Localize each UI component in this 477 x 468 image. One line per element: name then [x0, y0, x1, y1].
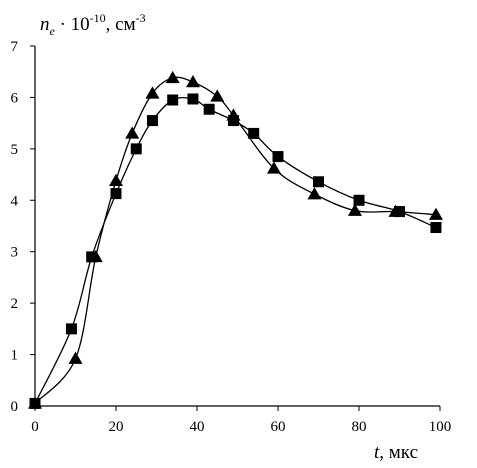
y-tick-label: 2 — [11, 296, 19, 312]
x-ticks: 0 20 40 60 80 100 — [31, 406, 451, 435]
series-1-triangle-point — [145, 86, 160, 99]
plot-area: 0 20 40 60 80 100 0 1 2 3 4 5 6 7 — [11, 39, 452, 435]
series-2-square-point — [187, 93, 199, 105]
x-tick-label: 100 — [429, 419, 452, 435]
x-axis-title: t, мкс — [374, 442, 418, 463]
series-1-triangle-point — [347, 203, 362, 216]
y-tick-label: 7 — [11, 39, 19, 55]
series-1-triangle-point — [428, 207, 443, 220]
series-layer — [28, 70, 443, 409]
y-axis-title: ne · 10-10, см-3 — [40, 11, 146, 38]
series-2-square-point — [248, 127, 260, 139]
series-1-triangle-point — [109, 173, 123, 186]
series-2-square-point — [272, 151, 284, 163]
series-2-square-point — [394, 206, 405, 218]
series-2-square-point — [167, 94, 179, 106]
x-tick-label: 40 — [190, 419, 205, 435]
series-2-square-point — [146, 115, 158, 127]
series-1-triangle-point — [68, 351, 83, 364]
y-tick-label: 6 — [11, 90, 19, 106]
series-2-curve — [34, 96, 437, 404]
series-1-triangle-point — [266, 161, 281, 174]
series-2-square-point — [353, 194, 365, 206]
series-1-triangle-point — [185, 75, 200, 88]
y-tick-label: 4 — [11, 193, 19, 209]
series-1-curve — [34, 76, 436, 404]
series-2-square-point — [65, 323, 77, 335]
series-1-triangle-point — [307, 187, 322, 200]
y-ticks: 0 1 2 3 4 5 6 7 — [11, 39, 35, 415]
series-2-square-point — [203, 103, 215, 115]
x-tick-label: 60 — [271, 419, 286, 435]
series-2-square-point — [313, 176, 324, 188]
series-2-square-point — [110, 188, 122, 200]
y-tick-label: 3 — [11, 245, 19, 261]
series-1-triangle-point — [210, 89, 225, 102]
series-2-square-point — [130, 143, 142, 155]
series-2-square-point — [86, 251, 98, 263]
series-2-square-point — [430, 222, 442, 234]
y-tick-label: 1 — [11, 348, 19, 364]
y-tick-label: 0 — [11, 399, 19, 415]
series-2-square-point — [227, 115, 239, 127]
x-tick-label: 20 — [109, 419, 124, 435]
y-tick-label: 5 — [11, 142, 19, 158]
x-tick-label: 0 — [31, 419, 39, 435]
x-tick-label: 80 — [352, 419, 367, 435]
series-1-triangle-point — [125, 126, 140, 139]
series-1-triangle-point — [165, 70, 180, 84]
series-2-square-point — [29, 397, 41, 409]
